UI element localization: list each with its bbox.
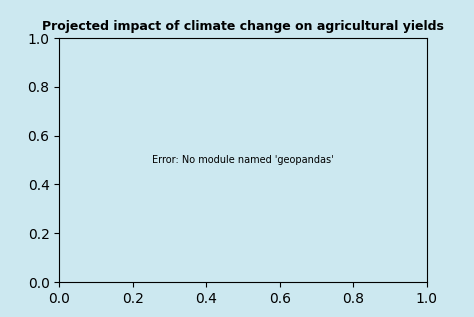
Title: Projected impact of climate change on agricultural yields: Projected impact of climate change on ag…	[42, 20, 444, 33]
Text: Error: No module named 'geopandas': Error: No module named 'geopandas'	[152, 155, 334, 165]
